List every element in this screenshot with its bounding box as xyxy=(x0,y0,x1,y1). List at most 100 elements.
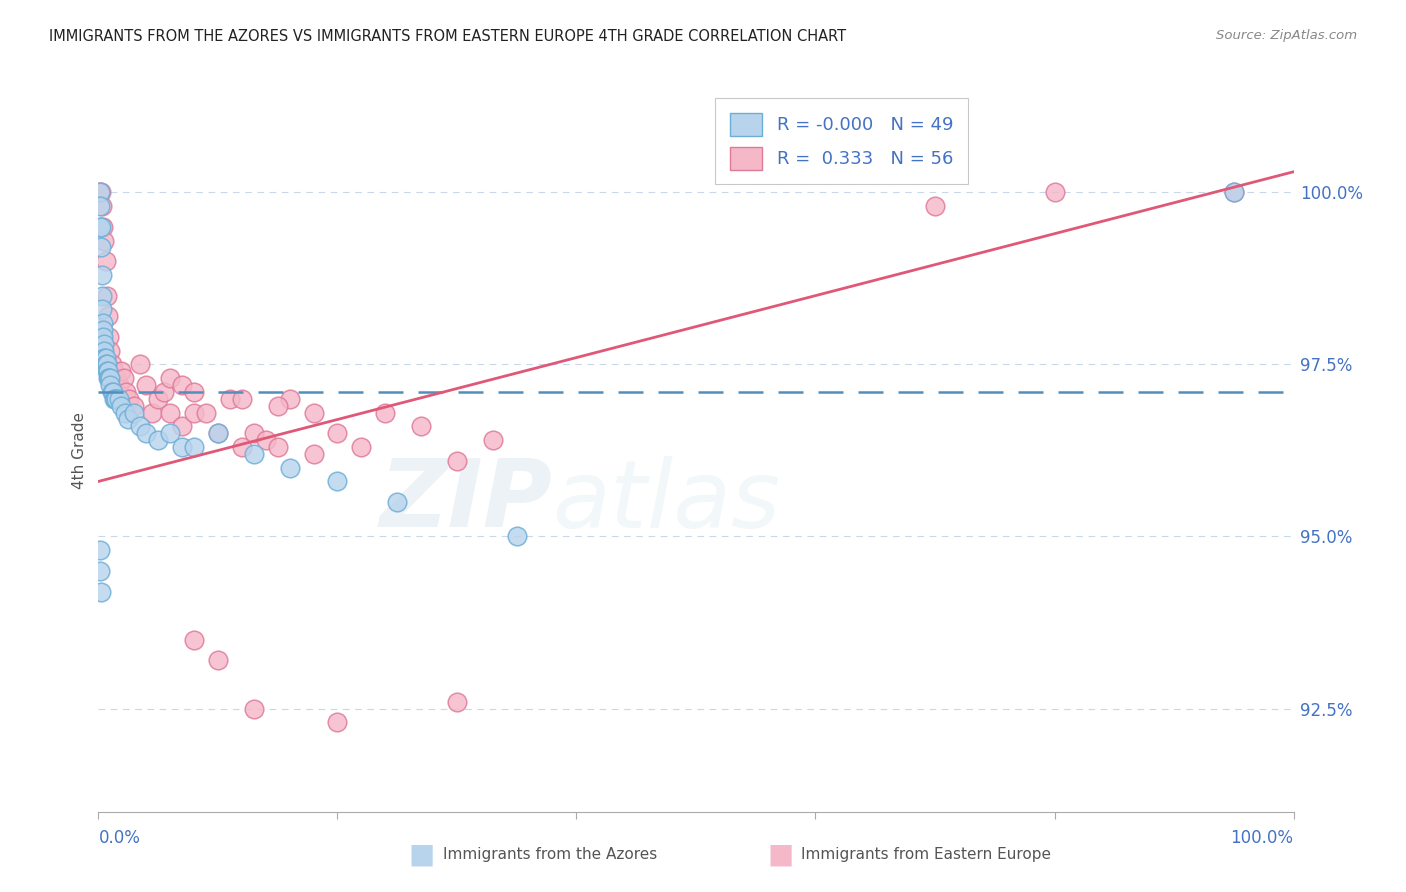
Point xyxy=(89,186,111,200)
Point xyxy=(93,234,115,248)
Point xyxy=(385,495,409,509)
Point xyxy=(219,392,242,406)
Point xyxy=(118,392,141,406)
Point xyxy=(326,715,349,730)
Point xyxy=(411,419,433,434)
Point xyxy=(91,316,114,330)
Point xyxy=(153,384,176,399)
Point xyxy=(254,433,277,447)
Point xyxy=(91,302,114,317)
Point xyxy=(103,364,125,378)
Point xyxy=(159,406,181,420)
Point xyxy=(243,426,266,441)
Point xyxy=(98,371,122,385)
Point xyxy=(924,199,946,213)
Point xyxy=(374,406,396,420)
Point xyxy=(93,343,115,358)
Text: 100.0%: 100.0% xyxy=(1230,829,1294,847)
Point xyxy=(135,426,157,441)
Point xyxy=(93,336,115,351)
Point xyxy=(91,219,114,234)
Point xyxy=(98,371,121,385)
Y-axis label: 4th Grade: 4th Grade xyxy=(72,412,87,489)
Point xyxy=(446,695,468,709)
Point xyxy=(183,440,205,454)
Text: Immigrants from Eastern Europe: Immigrants from Eastern Europe xyxy=(801,847,1052,862)
Point xyxy=(135,378,157,392)
Point xyxy=(172,378,194,392)
Point xyxy=(100,384,122,399)
Point xyxy=(89,543,111,558)
Point xyxy=(129,419,152,434)
Point xyxy=(278,460,301,475)
Point xyxy=(141,406,163,420)
Point xyxy=(267,399,290,413)
Point xyxy=(110,364,132,378)
Point xyxy=(110,399,132,413)
Point xyxy=(350,440,373,454)
Point xyxy=(1223,186,1246,200)
Point xyxy=(94,358,117,372)
Point xyxy=(96,288,118,302)
Point xyxy=(506,529,529,543)
Point xyxy=(148,433,170,447)
Point xyxy=(115,384,138,399)
Point xyxy=(90,186,112,200)
Text: ■: ■ xyxy=(409,840,434,869)
Point xyxy=(207,653,229,667)
Text: atlas: atlas xyxy=(553,456,780,547)
Point xyxy=(89,564,111,578)
Point xyxy=(91,323,114,337)
Point xyxy=(195,406,218,420)
Point xyxy=(243,447,266,461)
Point xyxy=(90,240,112,254)
Point xyxy=(100,358,122,372)
Text: ■: ■ xyxy=(768,840,793,869)
Point xyxy=(97,364,120,378)
Point xyxy=(107,392,129,406)
Point xyxy=(326,426,349,441)
Point xyxy=(207,426,229,441)
Point xyxy=(231,440,253,454)
Point xyxy=(183,384,205,399)
Point xyxy=(267,440,290,454)
Point xyxy=(112,371,135,385)
Point xyxy=(446,454,468,468)
Point xyxy=(183,632,205,647)
Point xyxy=(96,364,118,378)
Point xyxy=(129,358,152,372)
Point xyxy=(172,419,194,434)
Point xyxy=(94,254,117,268)
Point xyxy=(98,378,122,392)
Point xyxy=(105,371,128,385)
Point xyxy=(90,219,112,234)
Point xyxy=(91,330,114,344)
Point xyxy=(114,406,136,420)
Point xyxy=(183,406,205,420)
Point xyxy=(94,351,117,365)
Point xyxy=(159,371,181,385)
Point xyxy=(159,426,181,441)
Point xyxy=(1043,186,1066,200)
Point xyxy=(90,584,112,599)
Point xyxy=(1223,186,1246,200)
Point xyxy=(103,392,125,406)
Point xyxy=(101,384,124,399)
Point xyxy=(91,199,114,213)
Point xyxy=(207,426,229,441)
Point xyxy=(481,433,505,447)
Point xyxy=(148,392,170,406)
Point xyxy=(302,447,325,461)
Point xyxy=(105,392,128,406)
Point xyxy=(91,288,114,302)
Point xyxy=(96,358,118,372)
Text: Source: ZipAtlas.com: Source: ZipAtlas.com xyxy=(1216,29,1357,42)
Point xyxy=(117,412,139,426)
Point xyxy=(107,378,129,392)
Point xyxy=(124,399,146,413)
Legend: R = -0.000   N = 49, R =  0.333   N = 56: R = -0.000 N = 49, R = 0.333 N = 56 xyxy=(716,98,967,185)
Text: ZIP: ZIP xyxy=(380,455,553,547)
Text: IMMIGRANTS FROM THE AZORES VS IMMIGRANTS FROM EASTERN EUROPE 4TH GRADE CORRELATI: IMMIGRANTS FROM THE AZORES VS IMMIGRANTS… xyxy=(49,29,846,44)
Point xyxy=(93,351,115,365)
Text: 0.0%: 0.0% xyxy=(98,829,141,847)
